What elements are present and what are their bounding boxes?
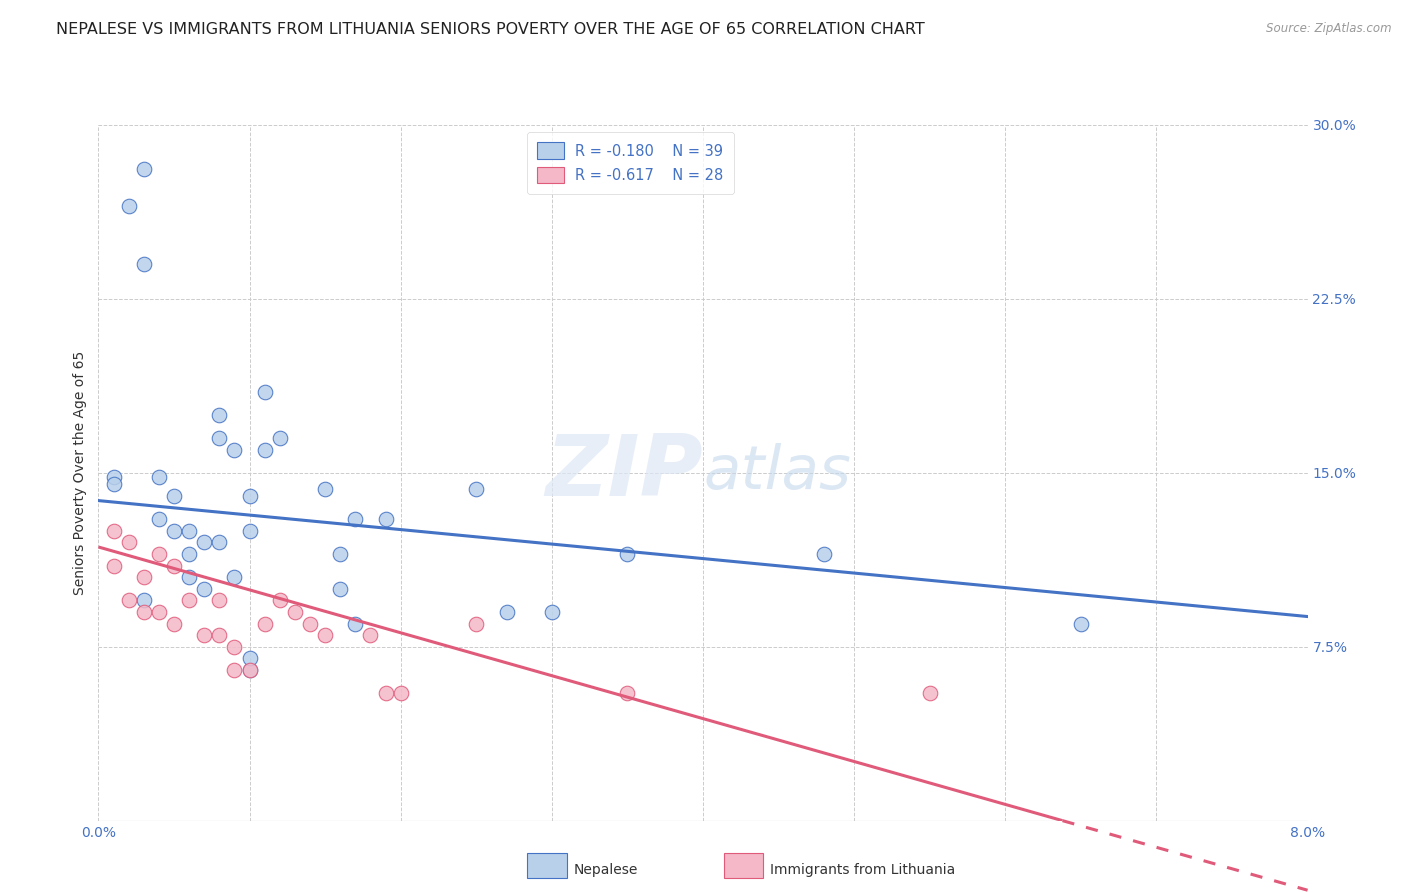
Point	[616, 547, 638, 561]
Point	[208, 535, 231, 549]
Point	[103, 524, 125, 538]
Point	[465, 482, 488, 496]
Point	[239, 663, 262, 677]
Point	[344, 512, 367, 526]
Point	[389, 686, 412, 700]
Point	[1070, 616, 1092, 631]
Point	[103, 477, 125, 491]
Point	[179, 547, 201, 561]
Point	[132, 605, 155, 619]
Point	[329, 582, 352, 596]
Point	[329, 547, 352, 561]
Text: atlas: atlas	[703, 443, 851, 502]
Point	[344, 616, 367, 631]
Point	[224, 442, 246, 457]
Text: Source: ZipAtlas.com: Source: ZipAtlas.com	[1267, 22, 1392, 36]
Point	[132, 570, 155, 584]
Point	[193, 535, 215, 549]
Point	[193, 628, 215, 642]
Point	[239, 663, 262, 677]
Point	[269, 431, 291, 445]
Point	[465, 616, 488, 631]
Point	[253, 384, 276, 399]
Point	[193, 582, 215, 596]
Point	[374, 512, 396, 526]
Point	[118, 199, 141, 213]
Point	[813, 547, 835, 561]
Text: NEPALESE VS IMMIGRANTS FROM LITHUANIA SENIORS POVERTY OVER THE AGE OF 65 CORRELA: NEPALESE VS IMMIGRANTS FROM LITHUANIA SE…	[56, 22, 925, 37]
Point	[541, 605, 564, 619]
Point	[299, 616, 322, 631]
Point	[239, 651, 262, 665]
Point	[118, 593, 141, 607]
Point	[148, 605, 170, 619]
Point	[918, 686, 941, 700]
Point	[118, 535, 141, 549]
Point	[269, 593, 291, 607]
Point	[163, 524, 186, 538]
Text: Immigrants from Lithuania: Immigrants from Lithuania	[770, 863, 956, 877]
Point	[253, 442, 276, 457]
Point	[103, 470, 125, 484]
Point	[495, 605, 517, 619]
Point	[253, 616, 276, 631]
Point	[148, 470, 170, 484]
Point	[208, 408, 231, 422]
Point	[314, 482, 336, 496]
Legend: R = -0.180    N = 39, R = -0.617    N = 28: R = -0.180 N = 39, R = -0.617 N = 28	[527, 132, 734, 194]
Point	[374, 686, 396, 700]
Point	[208, 593, 231, 607]
Point	[179, 593, 201, 607]
Point	[616, 686, 638, 700]
Point	[132, 161, 155, 176]
Point	[239, 524, 262, 538]
Point	[224, 640, 246, 654]
Point	[224, 570, 246, 584]
Point	[239, 489, 262, 503]
Point	[132, 257, 155, 271]
Point	[179, 524, 201, 538]
Point	[163, 558, 186, 573]
Point	[208, 628, 231, 642]
Text: Nepalese: Nepalese	[574, 863, 638, 877]
Point	[103, 558, 125, 573]
Point	[284, 605, 307, 619]
Point	[224, 663, 246, 677]
Point	[163, 616, 186, 631]
Point	[148, 547, 170, 561]
Point	[208, 431, 231, 445]
Point	[148, 512, 170, 526]
Point	[132, 593, 155, 607]
Point	[163, 489, 186, 503]
Point	[179, 570, 201, 584]
Text: ZIP: ZIP	[546, 431, 703, 515]
Point	[360, 628, 382, 642]
Point	[314, 628, 336, 642]
Y-axis label: Seniors Poverty Over the Age of 65: Seniors Poverty Over the Age of 65	[73, 351, 87, 595]
